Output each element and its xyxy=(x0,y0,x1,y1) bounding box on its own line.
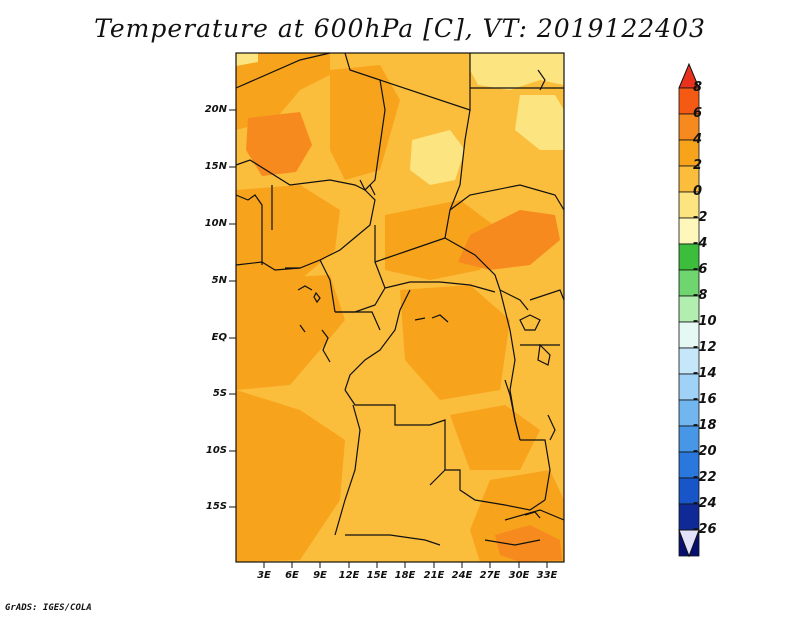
y-tick-label: 10N xyxy=(204,218,227,229)
y-tick-label: EQ xyxy=(211,332,227,343)
colorbar-label: -20 xyxy=(693,444,717,459)
y-tick-label: 15S xyxy=(205,501,227,512)
x-tick-label: 6E xyxy=(285,570,299,581)
colorbar-label: -10 xyxy=(693,314,717,329)
x-tick-label: 33E xyxy=(536,570,558,581)
x-tick-label: 15E xyxy=(366,570,388,581)
x-tick-label: 27E xyxy=(479,570,501,581)
colorbar-label: 4 xyxy=(693,132,703,147)
colorbar-label: -18 xyxy=(693,418,717,433)
colorbar-label: 0 xyxy=(693,184,703,199)
axis-ticks xyxy=(229,109,548,568)
colorbar-label: -26 xyxy=(693,522,717,537)
y-tick-label: 15N xyxy=(204,161,227,172)
colorbar-label: -6 xyxy=(693,262,708,277)
x-tick-label: 12E xyxy=(338,570,360,581)
x-tick-label: 24E xyxy=(451,570,473,581)
colorbar-label: -24 xyxy=(693,496,717,511)
y-tick-label: 5S xyxy=(212,388,227,399)
colorbar-label: 8 xyxy=(693,80,703,95)
colorbar-label: -16 xyxy=(693,392,717,407)
chart-title: Temperature at 600hPa [C], VT: 201912240… xyxy=(94,14,706,43)
colorbar xyxy=(678,62,700,558)
x-tick-label: 3E xyxy=(257,570,271,581)
y-tick-label: 5N xyxy=(211,275,227,286)
grads-credit: GrADS: IGES/COLA xyxy=(5,603,92,613)
x-tick-label: 30E xyxy=(508,570,530,581)
coastlines-lakes xyxy=(297,69,556,519)
colorbar-label: -14 xyxy=(693,366,717,381)
colorbar-label: -4 xyxy=(693,236,708,251)
map-frame xyxy=(235,52,565,563)
temperature-field xyxy=(236,53,564,562)
country-borders xyxy=(235,52,565,546)
colorbar-bottom-arrow xyxy=(678,529,700,558)
x-tick-label: 21E xyxy=(423,570,445,581)
colorbar-label: 2 xyxy=(693,158,703,173)
colorbar-label: 6 xyxy=(693,106,703,121)
y-tick-label: 10S xyxy=(205,445,227,456)
colorbar-label: -8 xyxy=(693,288,708,303)
x-tick-label: 18E xyxy=(394,570,416,581)
colorbar-label: -2 xyxy=(693,210,708,225)
x-tick-label: 9E xyxy=(313,570,327,581)
y-tick-label: 20N xyxy=(204,104,227,115)
colorbar-label: -22 xyxy=(693,470,717,485)
colorbar-label: -12 xyxy=(693,340,717,355)
